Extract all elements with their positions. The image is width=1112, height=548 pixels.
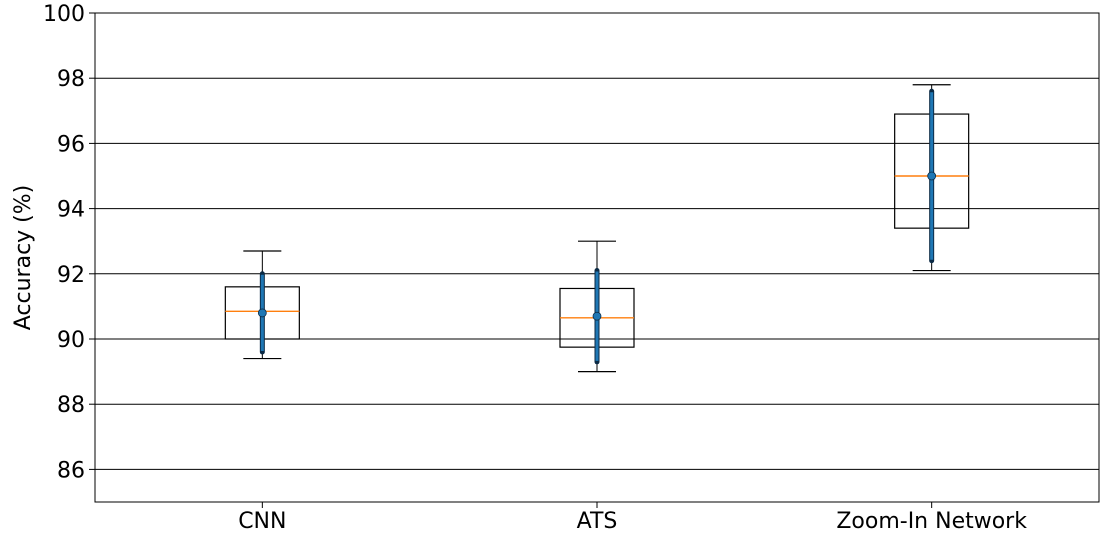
mean-point <box>592 311 602 321</box>
y-tick-label-88: 88 <box>57 393 85 418</box>
y-axis-ticks: 86 88 90 92 94 96 98 100 <box>43 2 95 483</box>
error-bar-3 <box>927 88 937 264</box>
error-bar-1 <box>257 271 267 355</box>
y-axis-title: Accuracy (%) <box>11 185 36 331</box>
y-tick-label-92: 92 <box>57 263 85 288</box>
y-tick-label-98: 98 <box>57 67 85 92</box>
mean-point <box>257 308 267 318</box>
error-bars <box>257 88 937 365</box>
y-tick-label-90: 90 <box>57 328 85 353</box>
y-tick-label-100: 100 <box>43 2 85 27</box>
mean-point <box>927 171 937 181</box>
y-tick-label-96: 96 <box>57 132 85 157</box>
x-tick-label-1: CNN <box>238 509 286 534</box>
x-tick-label-3: Zoom-In Network <box>836 509 1027 534</box>
x-axis-ticks: CNN ATS Zoom-In Network <box>238 502 1027 534</box>
y-tick-label-86: 86 <box>57 458 85 483</box>
y-tick-label-94: 94 <box>57 198 85 223</box>
error-bar-2 <box>592 268 602 365</box>
x-tick-label-2: ATS <box>577 509 618 534</box>
